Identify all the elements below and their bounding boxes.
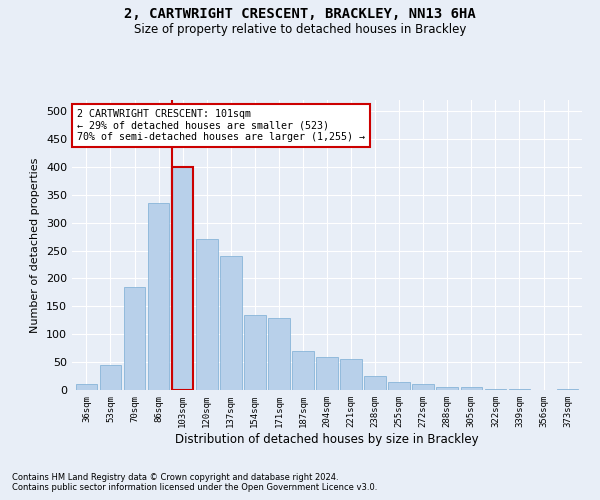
Text: Distribution of detached houses by size in Brackley: Distribution of detached houses by size … [175,432,479,446]
Bar [244,314,266,390]
Bar [76,384,97,390]
Bar [172,167,193,390]
Bar [196,240,218,390]
Bar [148,203,169,390]
Bar [412,384,434,390]
Bar [220,256,242,390]
Bar [100,365,121,390]
Bar [364,376,386,390]
Text: Contains HM Land Registry data © Crown copyright and database right 2024.: Contains HM Land Registry data © Crown c… [12,472,338,482]
Text: Size of property relative to detached houses in Brackley: Size of property relative to detached ho… [134,22,466,36]
Bar [388,382,410,390]
Bar [268,318,290,390]
Bar [340,360,362,390]
Bar [436,387,458,390]
Bar [461,387,482,390]
Text: Contains public sector information licensed under the Open Government Licence v3: Contains public sector information licen… [12,484,377,492]
Text: 2 CARTWRIGHT CRESCENT: 101sqm
← 29% of detached houses are smaller (523)
70% of : 2 CARTWRIGHT CRESCENT: 101sqm ← 29% of d… [77,108,365,142]
Y-axis label: Number of detached properties: Number of detached properties [31,158,40,332]
Bar [557,389,578,390]
Text: 2, CARTWRIGHT CRESCENT, BRACKLEY, NN13 6HA: 2, CARTWRIGHT CRESCENT, BRACKLEY, NN13 6… [124,8,476,22]
Bar [485,389,506,390]
Bar [292,351,314,390]
Bar [316,356,338,390]
Bar [124,287,145,390]
